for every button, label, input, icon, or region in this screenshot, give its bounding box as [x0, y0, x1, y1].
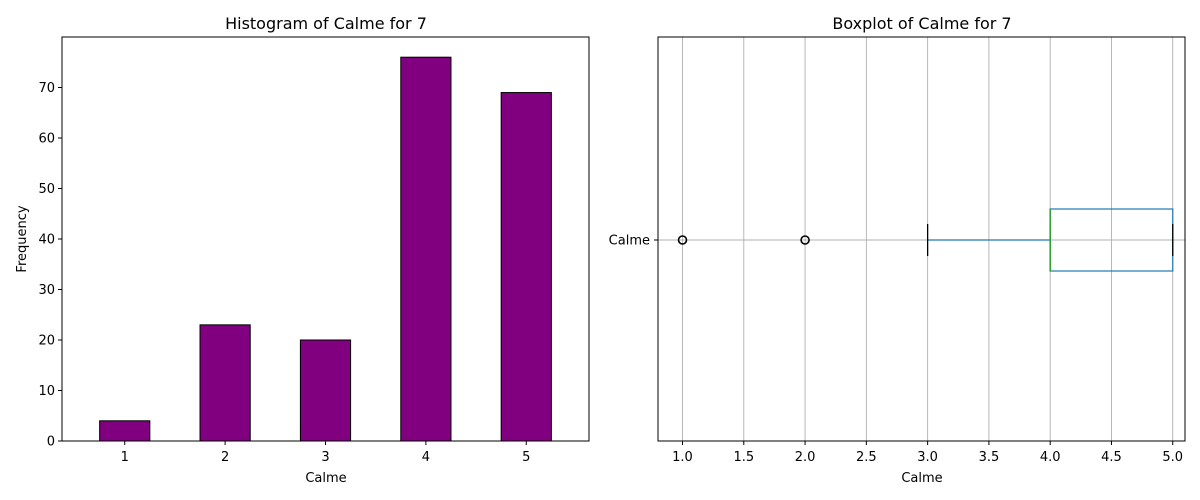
histogram-bars [99, 56, 552, 442]
boxplot-x-tick-label: 1.5 [733, 450, 754, 465]
histogram-bar [299, 339, 352, 442]
boxplot-x-tick-label: 4.5 [1101, 450, 1122, 465]
boxplot-x-tick-label: 1.0 [672, 450, 693, 465]
histogram-y-tick-label: 70 [38, 81, 55, 96]
boxplot-title: Boxplot of Calme for 7 [832, 14, 1011, 33]
histogram-x-label: Calme [305, 471, 346, 486]
histogram-y-tick-label: 50 [38, 182, 55, 197]
boxplot-x-label: Calme [901, 471, 942, 486]
histogram-bar [500, 92, 552, 442]
histogram-panel: Histogram of Calme for 7 0 10 20 30 40 50 60 70… [15, 14, 590, 486]
histogram-x-tick-label: 5 [522, 450, 530, 465]
histogram-x-tick-label: 2 [221, 450, 229, 465]
histogram-y-tick-label: 30 [38, 283, 55, 298]
boxplot-outlier [800, 235, 810, 245]
boxplot-x-tick-label: 2.0 [795, 450, 816, 465]
histogram-title: Histogram of Calme for 7 [225, 14, 427, 33]
boxplot-x-tick-label: 3.5 [979, 450, 1000, 465]
boxplot-outlier [677, 235, 688, 245]
boxplot-x-ticks: 1.0 1.5 2.0 2.5 3.0 3.5 4.0 4.5 5.0 [672, 441, 1183, 465]
boxplot-grid [658, 37, 1185, 441]
histogram-y-tick-label: 40 [38, 233, 55, 248]
boxplot-axes-frame [657, 36, 1186, 442]
boxplot-x-tick-label: 2.5 [856, 450, 877, 465]
boxplot-marks [677, 208, 1174, 272]
histogram-x-tick-label: 1 [121, 450, 129, 465]
histogram-y-tick-label: 20 [38, 334, 55, 349]
histogram-y-tick-label: 0 [47, 435, 55, 450]
histogram-x-ticks: 1 2 3 4 5 [121, 441, 530, 465]
boxplot-x-tick-label: 3.0 [917, 450, 938, 465]
histogram-bar [99, 420, 151, 442]
boxplot-x-tick-label: 4.0 [1040, 450, 1061, 465]
histogram-x-tick-label: 3 [321, 450, 329, 465]
histogram-y-tick-label: 10 [38, 384, 55, 399]
boxplot-x-tick-label: 5.0 [1162, 450, 1183, 465]
histogram-y-ticks: 0 10 20 30 40 50 60 70 [38, 81, 62, 450]
histogram-y-label: Frequency [15, 205, 30, 272]
histogram-bar [199, 324, 251, 442]
histogram-x-tick-label: 4 [422, 450, 430, 465]
histogram-bar [400, 56, 452, 442]
histogram-y-tick-label: 60 [38, 132, 55, 147]
boxplot-panel: Boxplot of Calme for 7 1.0 1.5 2.0 2.5 3.0 3.… [609, 14, 1186, 486]
boxplot-y-ticks: Calme [609, 234, 658, 249]
boxplot-y-tick-label: Calme [609, 234, 650, 249]
